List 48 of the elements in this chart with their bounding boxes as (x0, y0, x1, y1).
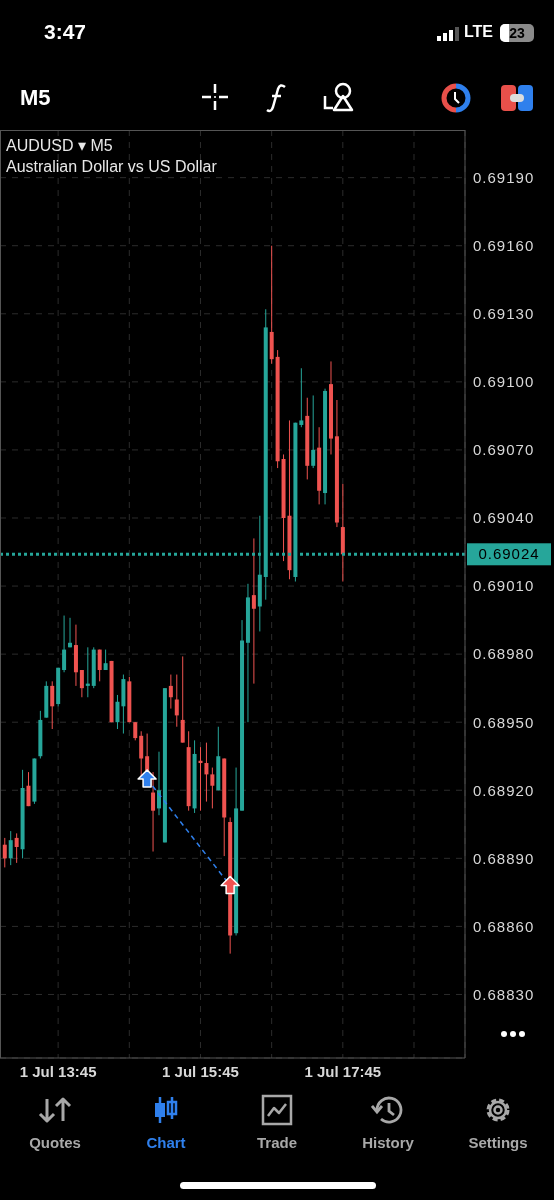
y-tick-label: 0.68890 (473, 849, 535, 867)
y-tick-label: 0.68860 (473, 917, 535, 935)
candlestick (50, 680, 55, 730)
candlestick (115, 694, 120, 730)
text: Chart (145, 1134, 187, 1151)
text: History (361, 1134, 415, 1151)
candlestick (97, 649, 102, 682)
candlestick (168, 674, 173, 710)
candlestick (299, 367, 304, 428)
text: Trade (256, 1134, 298, 1151)
candlestick (133, 721, 138, 741)
x-tick-label: 1 Jul 15:45 (162, 1062, 239, 1080)
x-tick-label: 1 Jul 13:45 (19, 1062, 97, 1080)
y-tick-label: 0.69130 (473, 305, 535, 323)
candlestick (79, 669, 84, 698)
text: Quotes (28, 1134, 82, 1151)
candlestick (210, 767, 215, 809)
candlestick (151, 771, 156, 853)
x-tick-label: 1 Jul 17:45 (304, 1062, 382, 1080)
candlestick (180, 655, 185, 744)
y-tick-label: 0.69190 (473, 168, 535, 186)
y-tick-label: 0.69070 (473, 441, 535, 459)
y-tick-label: 0.69040 (473, 509, 535, 527)
text: 3:47 (44, 20, 87, 44)
text: Settings (467, 1134, 529, 1151)
candlestick (26, 771, 31, 807)
candlestick (2, 837, 7, 868)
candlestick (156, 751, 161, 816)
battery-icon: 23 (500, 24, 534, 42)
candlestick (174, 674, 179, 728)
text: LTE (464, 23, 494, 41)
y-tick-label: 0.68920 (473, 781, 535, 799)
candlestick (311, 394, 316, 469)
y-tick-label: 0.68830 (473, 985, 535, 1003)
y-tick-label: 0.69100 (473, 373, 535, 391)
text: M5 (20, 85, 51, 111)
candlestick (8, 830, 13, 866)
candlestick (204, 742, 209, 803)
candlestick (14, 832, 19, 864)
y-tick-label: 0.69160 (473, 237, 535, 255)
candlestick (251, 537, 256, 685)
text: Australian Dollar vs US Dollar (6, 158, 217, 176)
ref-line-label: 0.69024 (478, 545, 540, 563)
y-tick-label: 0.68980 (473, 645, 535, 663)
y-tick-label: 0.68950 (473, 713, 535, 731)
candlestick (62, 615, 67, 673)
chart-title: AUDUSD ▾ M5 (6, 136, 113, 155)
y-tick-label: 0.69010 (473, 577, 535, 595)
